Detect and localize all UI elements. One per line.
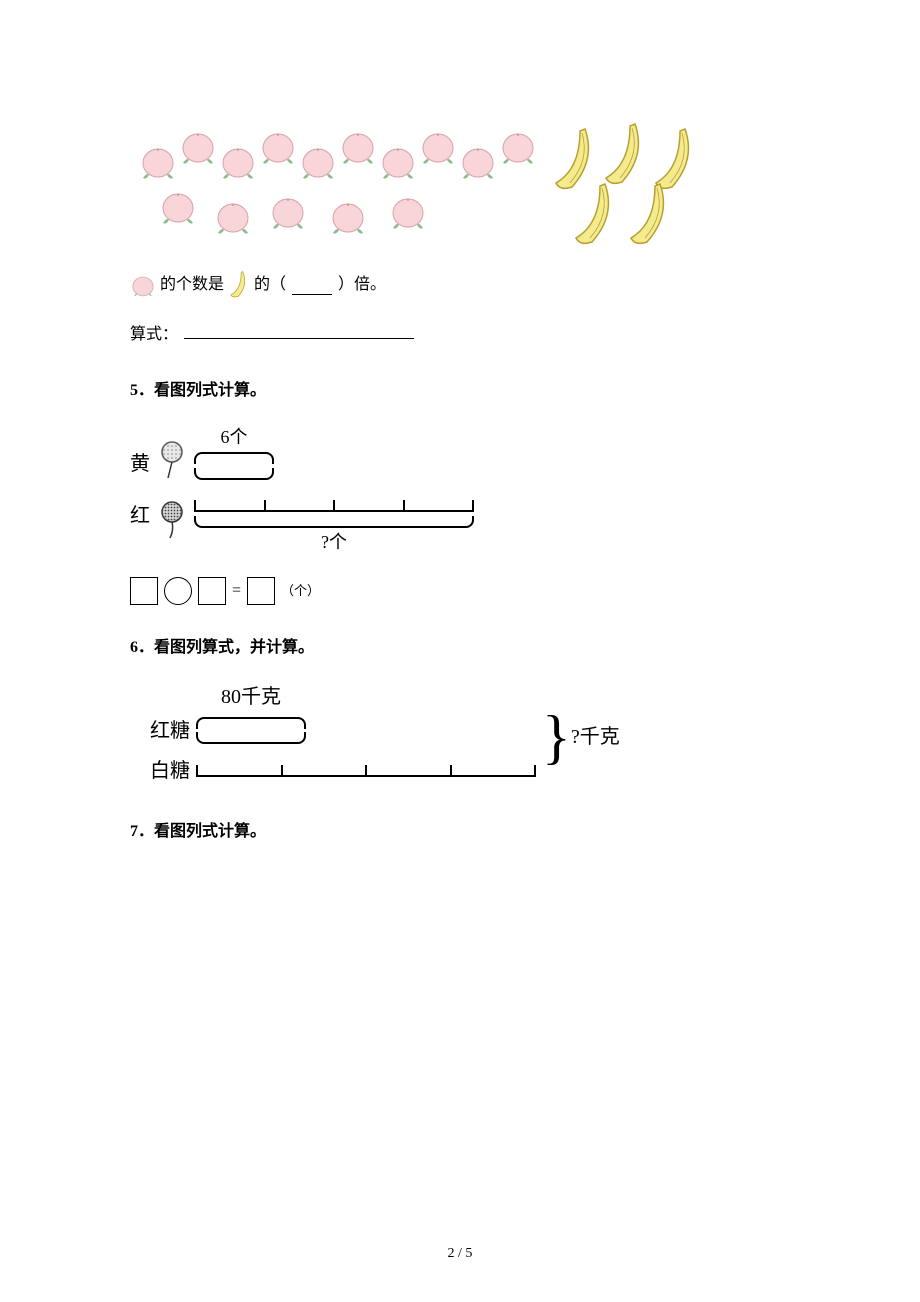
text-pre: 的个数是 bbox=[160, 272, 224, 298]
peach-icon bbox=[140, 145, 176, 181]
yellow-label: 黄 bbox=[130, 448, 150, 480]
q6-question: ?千克 bbox=[571, 721, 620, 753]
peach-icon bbox=[180, 130, 216, 166]
operand-box[interactable] bbox=[130, 577, 158, 605]
q5-title: 5．看图列式计算。 bbox=[130, 378, 790, 404]
banana-icon bbox=[625, 180, 675, 250]
white-sugar-label: 白糖 bbox=[130, 755, 190, 787]
fruit-cluster bbox=[130, 120, 790, 260]
brace-icon: } bbox=[542, 707, 571, 767]
eq-unit: （个） bbox=[281, 581, 320, 602]
q5-equation: = （个） bbox=[130, 577, 790, 605]
banana-icon bbox=[570, 180, 620, 250]
formula-blank[interactable] bbox=[184, 320, 414, 339]
result-box[interactable] bbox=[247, 577, 275, 605]
peach-icon bbox=[390, 195, 426, 231]
peach-icon bbox=[260, 130, 296, 166]
q7-title: 7．看图列式计算。 bbox=[130, 819, 790, 845]
red-sugar-label: 红糖 bbox=[130, 715, 190, 747]
page-number: 2 / 5 bbox=[0, 1246, 920, 1262]
peach-icon bbox=[270, 195, 306, 231]
q6-top-label: 80千克 bbox=[196, 681, 306, 713]
ratio-statement: 的个数是 的（ ）倍。 bbox=[130, 270, 790, 300]
q5-top-count: 6个 bbox=[194, 423, 274, 452]
blank-multiple[interactable] bbox=[292, 275, 332, 294]
peach-icon bbox=[215, 200, 251, 236]
peach-icon bbox=[420, 130, 456, 166]
banana-icon bbox=[228, 270, 250, 300]
fruit-comparison: 的个数是 的（ ）倍。 算式： bbox=[130, 120, 790, 348]
peach-icon bbox=[380, 145, 416, 181]
peach-icon bbox=[220, 145, 256, 181]
q6-title: 6．看图列算式，并计算。 bbox=[130, 635, 790, 661]
peach-icon bbox=[300, 145, 336, 181]
peach-icon bbox=[130, 272, 156, 298]
balloon-icon bbox=[158, 440, 186, 480]
text-mid: 的（ bbox=[254, 272, 286, 298]
peach-icon bbox=[460, 145, 496, 181]
q6-diagram: 红糖 80千克 红糖 白糖 bbox=[130, 681, 790, 789]
formula-line: 算式： bbox=[130, 320, 790, 348]
text-post: ）倍。 bbox=[338, 272, 386, 298]
red-label: 红 bbox=[130, 500, 150, 532]
balloon-icon bbox=[158, 500, 186, 540]
q5-qmark: ?个 bbox=[194, 528, 474, 557]
peach-icon bbox=[330, 200, 366, 236]
peach-icon bbox=[160, 190, 196, 226]
operator-circle[interactable] bbox=[164, 577, 192, 605]
q5-diagram: 黄 6个 bbox=[130, 423, 790, 605]
peach-icon bbox=[340, 130, 376, 166]
formula-label: 算式： bbox=[130, 322, 178, 348]
operand-box[interactable] bbox=[198, 577, 226, 605]
peach-icon bbox=[500, 130, 536, 166]
